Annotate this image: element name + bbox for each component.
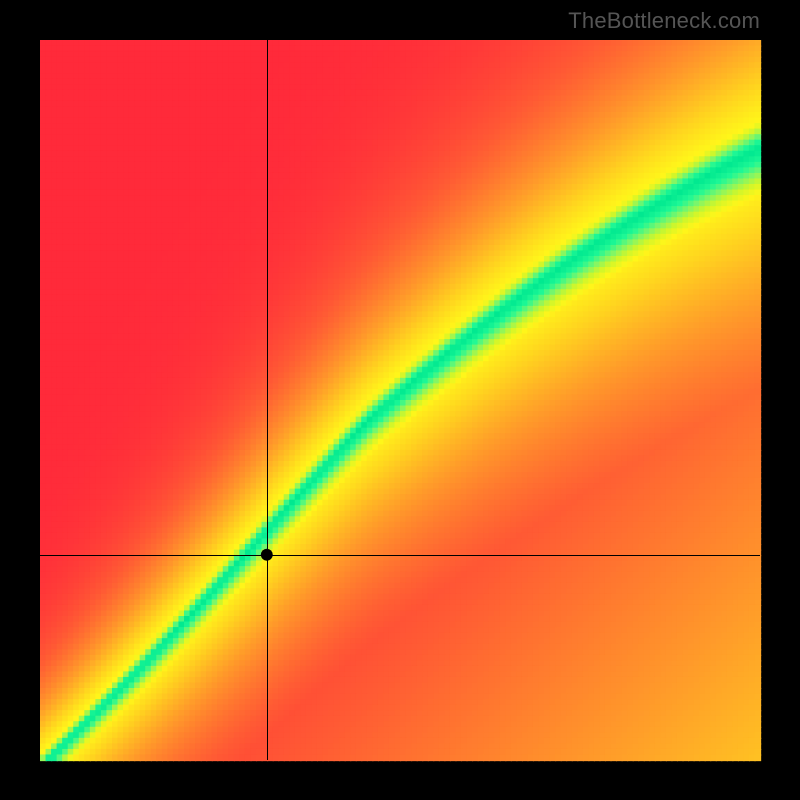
bottleneck-heatmap: [0, 0, 800, 800]
chart-root: TheBottleneck.com: [0, 0, 800, 800]
watermark-text: TheBottleneck.com: [568, 8, 760, 34]
